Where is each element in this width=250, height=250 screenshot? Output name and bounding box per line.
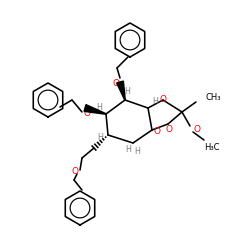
Text: O: O xyxy=(72,166,78,175)
Text: H: H xyxy=(97,132,103,141)
Text: H: H xyxy=(125,144,131,154)
Polygon shape xyxy=(84,105,106,114)
Text: H: H xyxy=(96,104,102,112)
Text: H: H xyxy=(124,88,130,96)
Text: CH₃: CH₃ xyxy=(206,94,222,102)
Text: H₃C: H₃C xyxy=(204,144,220,152)
Polygon shape xyxy=(117,81,125,100)
Text: H: H xyxy=(134,148,140,156)
Text: O: O xyxy=(154,126,160,136)
Text: O: O xyxy=(166,124,172,134)
Text: O: O xyxy=(84,110,90,118)
Text: H: H xyxy=(152,98,158,106)
Text: O: O xyxy=(193,124,200,134)
Text: O: O xyxy=(112,78,119,88)
Text: O: O xyxy=(160,94,166,104)
